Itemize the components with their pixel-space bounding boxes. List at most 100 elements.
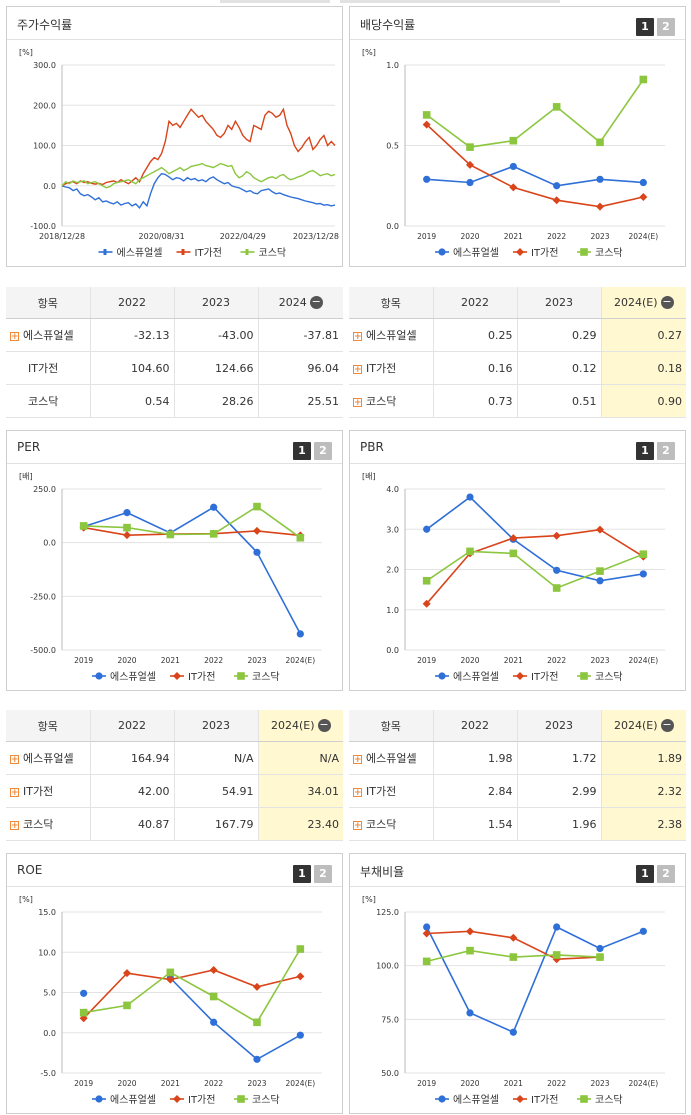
- toggle-button-2[interactable]: 2: [314, 865, 332, 883]
- x-tick-label: 2023: [247, 1079, 266, 1088]
- y-tick-label: 0.5: [386, 142, 399, 151]
- table-per: 항목 2022 2023 2024(E) − + 에스퓨얼셀 164.94 N/A N/A…: [6, 710, 343, 841]
- data-point: [210, 503, 218, 511]
- series-line: [426, 124, 644, 208]
- x-tick-label: 2022: [547, 232, 566, 241]
- table-row: + IT가전 0.16 0.12 0.18: [349, 351, 686, 385]
- cell-value: 1.72: [516, 741, 601, 775]
- col-header: 2022: [432, 287, 517, 319]
- collapse-minus-icon[interactable]: −: [317, 718, 331, 733]
- col-header: 항목: [6, 710, 90, 742]
- expand-plus-icon[interactable]: +: [353, 364, 362, 375]
- data-point: [516, 672, 524, 680]
- row-label[interactable]: + IT가전: [349, 351, 433, 385]
- data-point: [596, 953, 604, 961]
- y-tick-label: 50.0: [381, 1069, 399, 1078]
- data-point: [596, 577, 604, 585]
- x-tick-label: 2024(E): [285, 1079, 315, 1088]
- legend-item: IT가전: [170, 671, 215, 683]
- data-point: [253, 982, 261, 991]
- row-label[interactable]: + 코스닥: [6, 807, 90, 841]
- row-label[interactable]: + IT가전: [349, 774, 433, 808]
- data-point: [123, 523, 131, 532]
- y-tick-label: 1.0: [386, 61, 399, 70]
- toggle-button-1[interactable]: 1: [636, 18, 654, 36]
- expand-plus-icon[interactable]: +: [353, 820, 362, 831]
- row-label[interactable]: + 에스퓨얼셀: [6, 741, 90, 775]
- expand-plus-icon[interactable]: +: [353, 397, 362, 408]
- row-name: 코스닥: [366, 395, 397, 408]
- data-point: [466, 946, 474, 955]
- data-point: [166, 530, 175, 539]
- toggle-button-2[interactable]: 2: [314, 442, 332, 460]
- y-tick-label: 4.0: [386, 485, 399, 494]
- expand-plus-icon[interactable]: +: [353, 787, 362, 798]
- series-line: [426, 165, 644, 187]
- series-line: [425, 925, 644, 1034]
- chart-svg: [배] 0.0 1.0 2.0 3.0 4.0 2019 2020 2021 2022 2023 20…: [362, 472, 665, 683]
- cell-value: N/A: [173, 741, 258, 775]
- row-label[interactable]: + 에스퓨얼셀: [349, 741, 433, 775]
- expand-plus-icon[interactable]: +: [353, 331, 362, 342]
- collapse-minus-icon[interactable]: −: [309, 295, 323, 310]
- x-tick-label: 2022: [547, 1079, 566, 1088]
- row-label[interactable]: + 코스닥: [349, 807, 433, 841]
- data-point: [552, 584, 561, 592]
- legend-item: 에스퓨얼셀: [98, 247, 163, 259]
- legend-item: 코스닥: [240, 247, 286, 259]
- collapse-minus-icon[interactable]: −: [660, 295, 674, 310]
- cell-value: 2.84: [432, 774, 517, 808]
- table-dividend-yield: 항목 2022 2023 2024(E) − + 에스퓨얼셀 0.25 0.29 0.27…: [349, 287, 686, 418]
- x-tick-label: 2019: [417, 232, 436, 241]
- col-header: 항목: [349, 287, 433, 319]
- expand-plus-icon[interactable]: +: [10, 787, 19, 798]
- legend-item: IT가전: [513, 1094, 558, 1106]
- y-tick-label: 0.0: [386, 646, 399, 655]
- y-tick-label: 200.0: [33, 101, 56, 110]
- x-tick-label: 2024(E): [628, 656, 658, 665]
- row-name: 에스퓨얼셀: [366, 329, 417, 342]
- data-point: [509, 183, 518, 192]
- row-label[interactable]: + 코스닥: [349, 384, 433, 418]
- data-point: [552, 951, 561, 959]
- toggle-button-2[interactable]: 2: [657, 18, 675, 36]
- toggle-button-2[interactable]: 2: [657, 442, 675, 460]
- toggle-button-2[interactable]: 2: [657, 865, 675, 883]
- x-tick-label: 2018/12/28: [39, 232, 85, 241]
- row-label[interactable]: + IT가전: [6, 774, 90, 808]
- cell-value: 0.12: [516, 351, 601, 385]
- row-label[interactable]: + 에스퓨얼셀: [349, 318, 433, 352]
- row-name: IT가전: [366, 785, 397, 798]
- legend-swatch: [103, 249, 107, 255]
- table-row: + IT가전 42.00 54.91 34.01: [6, 774, 343, 808]
- toggle-button-1[interactable]: 1: [636, 442, 654, 460]
- row-label: IT가전: [6, 351, 90, 385]
- panel-title: 배당수익률: [360, 18, 416, 32]
- data-point: [166, 975, 175, 984]
- toggle-button-1[interactable]: 1: [636, 865, 654, 883]
- cell-value: 0.18: [600, 351, 686, 385]
- x-tick-label: 2019: [74, 656, 93, 665]
- row-label[interactable]: + 에스퓨얼셀: [6, 318, 90, 352]
- toggle-button-1[interactable]: 1: [293, 442, 311, 460]
- data-point: [253, 1055, 261, 1063]
- data-point: [79, 1008, 88, 1017]
- data-point: [552, 196, 561, 205]
- cell-value: 2.99: [516, 774, 601, 808]
- x-tick-label: 2021: [161, 1079, 180, 1088]
- expand-plus-icon[interactable]: +: [10, 331, 19, 342]
- expand-plus-icon[interactable]: +: [10, 754, 19, 765]
- toggle-button-1[interactable]: 1: [293, 865, 311, 883]
- data-point: [639, 178, 647, 187]
- y-tick-label: 0.0: [43, 539, 56, 548]
- col-header-label: 2024(E): [613, 295, 658, 309]
- y-tick-label: -5.0: [40, 1069, 56, 1078]
- expand-plus-icon[interactable]: +: [353, 754, 362, 765]
- expand-plus-icon[interactable]: +: [10, 820, 19, 831]
- legend-swatch: [181, 249, 185, 255]
- collapse-minus-icon[interactable]: −: [660, 718, 674, 733]
